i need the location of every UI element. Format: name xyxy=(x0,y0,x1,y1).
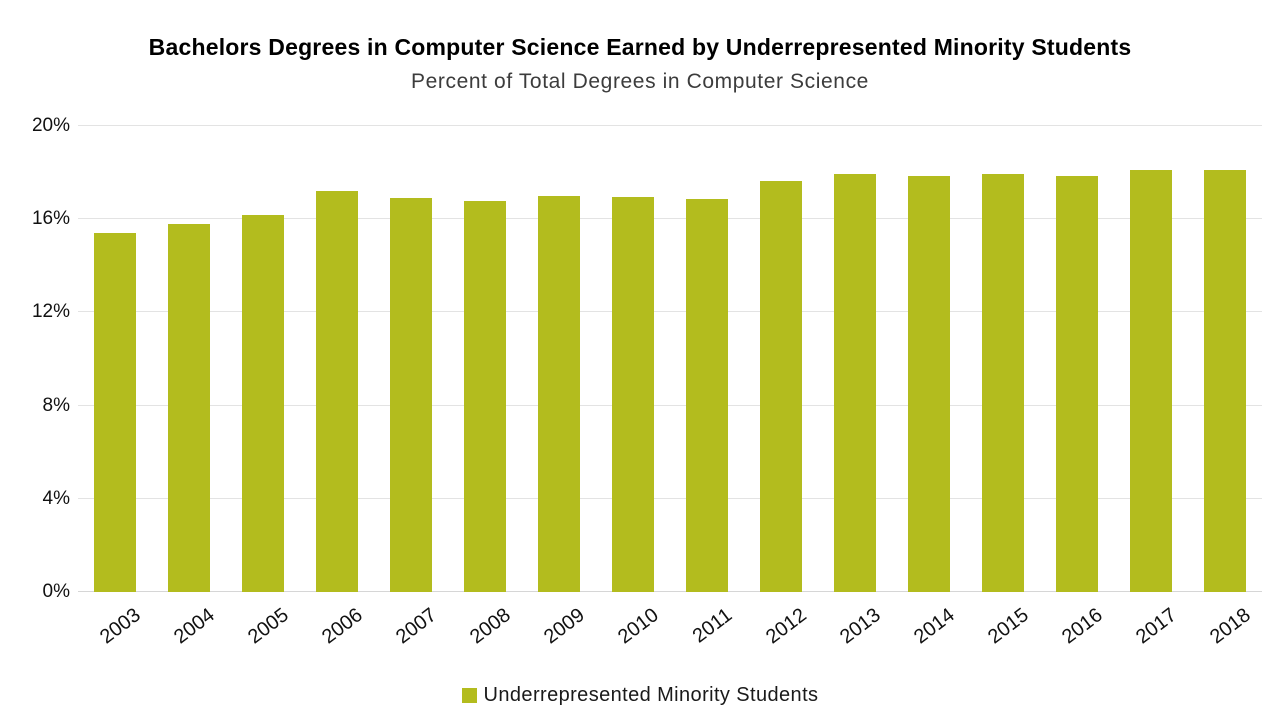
x-tick-label-2014: 2014 xyxy=(909,604,959,649)
y-tick-label-20: 20% xyxy=(31,115,70,136)
y-tick-label-8: 8% xyxy=(42,394,70,416)
x-tick-slot-2003: 2003 xyxy=(78,592,152,664)
bar-slot-2012 xyxy=(744,126,818,592)
x-tick-slot-2006: 2006 xyxy=(300,592,374,664)
bar-2016 xyxy=(1055,176,1099,592)
bar-slot-2009 xyxy=(522,126,596,592)
gridline-16 xyxy=(78,218,1262,220)
x-tick-label-2012: 2012 xyxy=(761,604,811,649)
bar-slot-2003 xyxy=(78,126,152,592)
x-tick-label-2005: 2005 xyxy=(243,604,293,649)
bar-2005 xyxy=(241,214,285,592)
x-tick-label-2008: 2008 xyxy=(465,604,515,649)
x-tick-slot-2017: 2017 xyxy=(1114,592,1188,664)
x-tick-label-2004: 2004 xyxy=(169,604,219,649)
x-tick-slot-2004: 2004 xyxy=(152,592,226,664)
x-tick-label-2013: 2013 xyxy=(835,604,885,649)
x-tick-label-2011: 2011 xyxy=(688,604,737,648)
legend-swatch-icon xyxy=(461,688,477,703)
bar-2014 xyxy=(907,176,951,592)
gridline-12 xyxy=(78,311,1262,313)
chart-title: Bachelors Degrees in Computer Science Ea… xyxy=(148,34,1132,60)
bar-slot-2018 xyxy=(1188,126,1262,592)
bars xyxy=(78,126,1262,592)
bar-slot-2010 xyxy=(596,126,670,592)
bar-slot-2015 xyxy=(966,126,1040,592)
x-tick-label-2016: 2016 xyxy=(1057,604,1107,649)
x-tick-label-2010: 2010 xyxy=(613,604,663,649)
legend: Underrepresented Minority Students xyxy=(0,684,1280,707)
x-tick-slot-2007: 2007 xyxy=(374,592,448,664)
x-tick-slot-2014: 2014 xyxy=(892,592,966,664)
x-axis: 2003 2004 2005 2006 2007 2008 2009 2010 2011 2012… xyxy=(78,592,1262,664)
bar-2009 xyxy=(537,195,581,592)
y-tick-label-0: 0% xyxy=(42,581,70,602)
bar-2018 xyxy=(1203,170,1247,592)
legend-label: Underrepresented Minority Students xyxy=(483,684,819,706)
x-tick-label-2006: 2006 xyxy=(317,604,367,649)
x-tick-slot-2018: 2018 xyxy=(1188,592,1262,664)
x-axis-spacer xyxy=(14,592,78,664)
x-tick-slot-2016: 2016 xyxy=(1040,592,1114,664)
bar-2012 xyxy=(759,180,803,592)
chart-subtitle: Percent of Total Degrees in Computer Sci… xyxy=(411,70,869,93)
gridline-0 xyxy=(78,591,1262,592)
y-tick-label-12: 12% xyxy=(31,301,70,323)
bar-2010 xyxy=(611,197,655,592)
bar-slot-2007 xyxy=(374,126,448,592)
x-tick-slot-2008: 2008 xyxy=(448,592,522,664)
bar-slot-2005 xyxy=(226,126,300,592)
y-axis: 0% 4% 8% 12% 16% 20% xyxy=(14,115,78,602)
gridline-4 xyxy=(78,497,1262,499)
bar-slot-2011 xyxy=(670,126,744,592)
x-tick-slot-2005: 2005 xyxy=(226,592,300,664)
chart-body: 0% 4% 8% 12% 16% 20% xyxy=(0,115,1280,602)
bar-2017 xyxy=(1129,170,1173,592)
x-tick-label-2015: 2015 xyxy=(983,604,1033,649)
x-tick-label-2007: 2007 xyxy=(391,604,441,649)
x-axis-row: 2003 2004 2005 2006 2007 2008 2009 2010 2011 2012… xyxy=(0,592,1280,664)
y-tick-label-4: 4% xyxy=(42,487,70,509)
x-tick-label-2018: 2018 xyxy=(1205,604,1255,649)
bar-slot-2006 xyxy=(300,126,374,592)
x-tick-slot-2011: 2011 xyxy=(670,592,744,664)
x-tick-slot-2015: 2015 xyxy=(966,592,1040,664)
plot-area xyxy=(78,125,1262,592)
x-tick-slot-2009: 2009 xyxy=(522,592,596,664)
bar-2007 xyxy=(389,198,433,592)
x-tick-slot-2010: 2010 xyxy=(596,592,670,664)
bar-slot-2013 xyxy=(818,126,892,592)
x-tick-label-2003: 2003 xyxy=(95,604,145,649)
bar-2003 xyxy=(93,233,137,592)
gridline-8 xyxy=(78,404,1262,406)
bar-slot-2014 xyxy=(892,126,966,592)
x-tick-slot-2013: 2013 xyxy=(818,592,892,664)
x-tick-slot-2012: 2012 xyxy=(744,592,818,664)
gridline-20 xyxy=(78,125,1262,126)
bar-2006 xyxy=(315,191,359,592)
bar-2004 xyxy=(167,223,211,592)
bar-2013 xyxy=(833,173,877,592)
y-tick-label-16: 16% xyxy=(31,208,70,230)
bar-slot-2016 xyxy=(1040,126,1114,592)
bar-2011 xyxy=(685,199,729,592)
x-tick-label-2017: 2017 xyxy=(1131,604,1181,649)
bar-2008 xyxy=(463,200,507,592)
bar-slot-2008 xyxy=(448,126,522,592)
bar-slot-2017 xyxy=(1114,126,1188,592)
x-tick-label-2009: 2009 xyxy=(539,604,589,649)
bar-slot-2004 xyxy=(152,126,226,592)
bar-2015 xyxy=(981,173,1025,592)
